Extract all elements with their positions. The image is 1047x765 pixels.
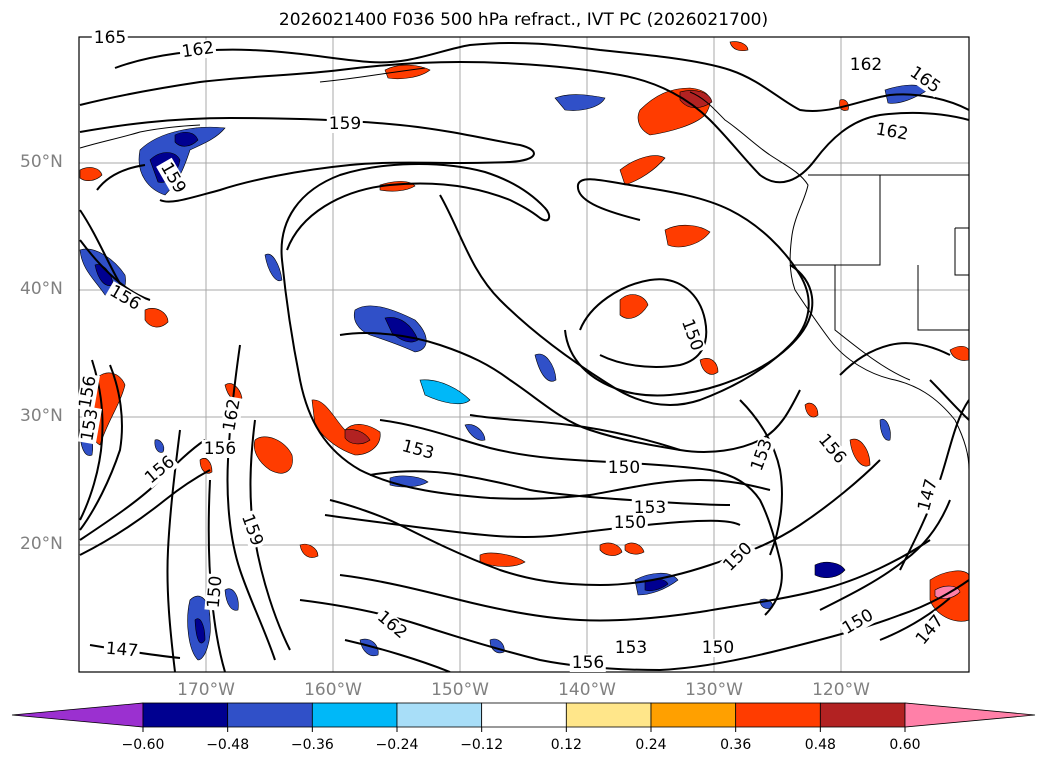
lat-label-50n: 50°N	[20, 152, 63, 172]
colorbar-segment	[227, 702, 313, 728]
lon-label-150w: 150°W	[431, 680, 489, 700]
colorbar-tick-label: 0.36	[720, 737, 752, 753]
colorbar-segment	[819, 702, 906, 728]
contour-label: 159	[326, 114, 364, 134]
lat-label-40n: 40°N	[20, 279, 63, 299]
lat-label-20n: 20°N	[20, 534, 63, 554]
colorbar-segment	[735, 702, 821, 728]
colorbar-segment	[565, 702, 652, 728]
contour-label: 156	[201, 439, 239, 459]
colorbar-tick-label: 0.48	[804, 737, 836, 753]
colorbar-segment	[396, 702, 483, 728]
colorbar-segment	[311, 702, 398, 728]
contour-label: 150	[605, 458, 643, 478]
lon-label-170w: 170°W	[177, 680, 235, 700]
contour-label: 147	[103, 638, 141, 662]
colorbar-tick-label: −0.36	[290, 737, 334, 753]
colorbar-tick-marks	[142, 727, 906, 732]
contour-label: 165	[91, 28, 129, 48]
colorbar-tick-label: −0.12	[460, 737, 504, 753]
colorbar-tick-label: 0.12	[550, 737, 582, 753]
map-title: 2026021400 F036 500 hPa refract., IVT PC…	[278, 10, 769, 30]
contour-label: 153	[612, 638, 650, 658]
colorbar-segment	[481, 702, 567, 728]
colorbar-tick-label: 0.60	[889, 737, 921, 753]
lon-label-160w: 160°W	[304, 680, 362, 700]
lon-label-120w: 120°W	[812, 680, 870, 700]
contour-label: 150	[611, 513, 649, 533]
gridlines	[79, 37, 969, 672]
lon-label-140w: 140°W	[558, 680, 616, 700]
colorbar-segment	[650, 702, 737, 728]
lon-label-130w: 130°W	[685, 680, 743, 700]
contour-label: 156	[569, 653, 607, 673]
colorbar-tick-label: −0.48	[206, 737, 250, 753]
colorbar-tick-label: −0.60	[121, 737, 165, 753]
colorbar-tick-label: 0.24	[635, 737, 667, 753]
colorbar	[11, 702, 1036, 728]
map-frame	[78, 36, 970, 673]
contour-label: 150	[203, 573, 227, 611]
contour-label: 153	[631, 498, 669, 518]
colorbar-extend-min	[11, 702, 144, 728]
coastlines	[79, 67, 969, 471]
colorbar-segment	[142, 702, 229, 728]
contour-label: 150	[699, 638, 737, 658]
contour-label: 162	[847, 55, 885, 75]
colorbar-extend-max	[904, 702, 1036, 728]
refractivity-contours	[79, 41, 969, 672]
lat-label-30n: 30°N	[20, 406, 63, 426]
colorbar-tick-label: −0.24	[375, 737, 419, 753]
contour-label: 162	[178, 37, 218, 63]
